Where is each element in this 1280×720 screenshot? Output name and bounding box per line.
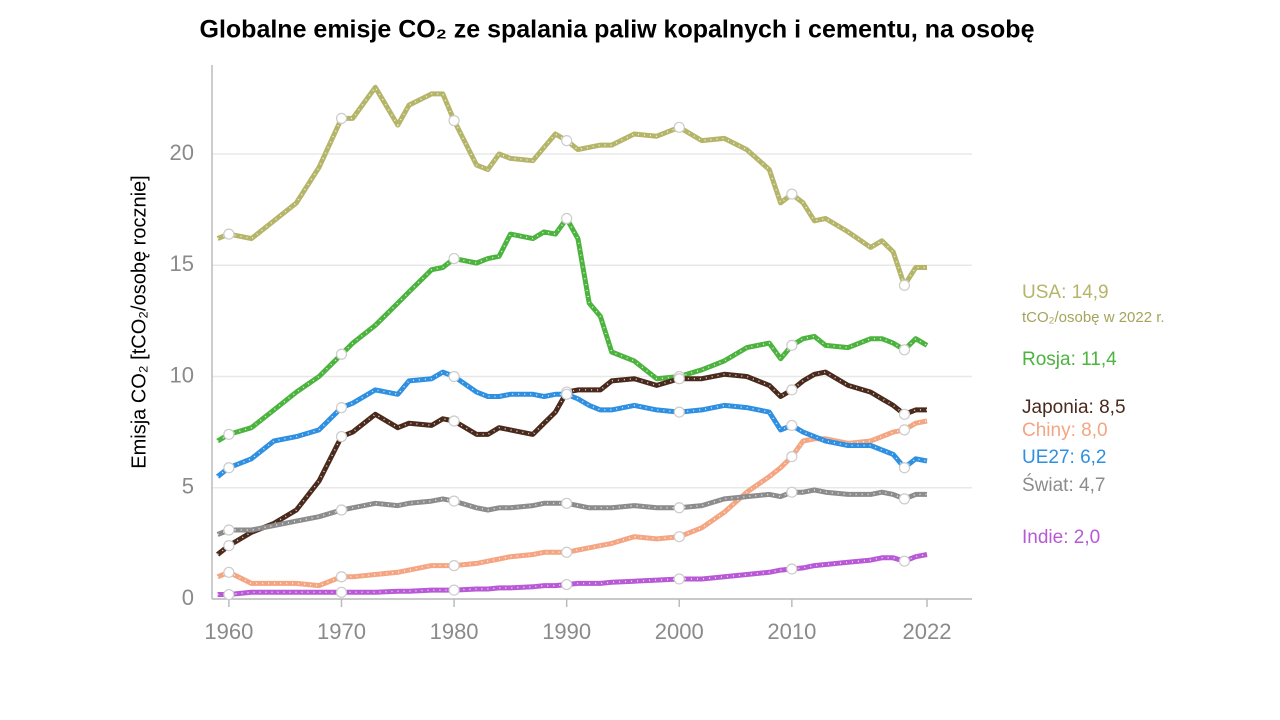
point-marker — [448, 560, 460, 572]
series-line — [216, 487, 927, 537]
point-marker — [561, 135, 573, 147]
point-marker — [786, 451, 798, 463]
point-marker — [448, 584, 460, 596]
point-marker — [223, 566, 235, 578]
series-line-dots — [217, 489, 927, 536]
x-tick-label: 1990 — [542, 619, 591, 644]
point-marker — [786, 419, 798, 432]
series-line — [216, 84, 927, 288]
chart-title: Globalne emisje CO₂ ze spalania paliw ko… — [200, 16, 1035, 44]
point-marker — [223, 228, 235, 240]
point-marker — [335, 348, 348, 360]
point-marker — [561, 497, 573, 509]
series-line — [216, 216, 929, 444]
y-tick-label: 0 — [182, 585, 194, 610]
point-marker — [898, 344, 911, 356]
series-line-dots — [217, 553, 928, 596]
point-marker — [223, 588, 235, 601]
y-tick-label: 10 — [170, 362, 194, 387]
series-line — [216, 369, 927, 557]
point-marker — [561, 388, 573, 400]
point-marker — [223, 539, 235, 552]
plot — [216, 84, 929, 601]
point-marker — [335, 402, 348, 414]
point-marker — [898, 408, 911, 420]
point-marker — [335, 430, 348, 443]
point-marker — [898, 279, 911, 291]
point-marker — [898, 555, 911, 567]
point-marker — [673, 121, 685, 133]
point-marker — [223, 524, 235, 536]
series-line-dots — [217, 371, 927, 556]
grid — [211, 65, 972, 607]
series-label: Japonia: 8,5 — [1022, 397, 1126, 418]
point-marker — [448, 115, 460, 127]
y-tick-label: 15 — [170, 251, 194, 276]
point-marker — [335, 504, 348, 516]
point-marker — [673, 406, 685, 418]
series-label: UE27: 6,2 — [1022, 447, 1107, 468]
point-marker — [786, 563, 798, 575]
point-marker — [335, 586, 348, 598]
point-marker — [448, 252, 460, 265]
y-tick-label: 20 — [170, 140, 194, 165]
point-marker — [561, 578, 573, 591]
series-line — [217, 552, 928, 597]
point-marker — [223, 428, 235, 440]
point-marker — [898, 462, 911, 474]
point-marker — [786, 339, 798, 351]
series-label: Świat: 4,7 — [1022, 474, 1105, 496]
unit-note: tCO₂/osobę w 2022 r. — [1022, 309, 1165, 326]
series-label: USA: 14,9 — [1022, 282, 1109, 303]
point-marker — [335, 112, 348, 125]
x-tick-label: 2022 — [902, 619, 951, 644]
point-marker — [561, 212, 573, 225]
x-tick-label: 1960 — [204, 619, 253, 644]
point-marker — [223, 462, 235, 474]
point-marker — [448, 495, 460, 507]
point-marker — [448, 415, 460, 427]
series-line-dots — [217, 85, 927, 288]
series-line-dots — [217, 217, 928, 442]
series-line — [216, 369, 928, 479]
y-axis-label: Emisja CO₂ [tCO₂/osobę rocznie] — [128, 175, 150, 468]
point-marker — [673, 573, 685, 585]
y-tick-label: 5 — [182, 474, 194, 499]
series-label: Indie: 2,0 — [1022, 527, 1100, 548]
point-marker — [673, 373, 685, 385]
point-marker — [786, 384, 798, 396]
x-tick-label: 2000 — [655, 619, 704, 644]
point-marker — [561, 546, 573, 558]
series-label: Chiny: 8,0 — [1022, 420, 1108, 441]
x-tick-label: 1970 — [317, 619, 366, 644]
point-marker — [673, 502, 685, 514]
point-marker — [898, 424, 911, 436]
series-line-dots — [217, 371, 928, 478]
point-marker — [898, 493, 911, 505]
point-marker — [673, 531, 685, 543]
series-label: Rosja: 11,4 — [1022, 349, 1117, 370]
x-tick-label: 2010 — [767, 619, 816, 644]
point-marker — [335, 571, 348, 583]
x-tick-label: 1980 — [430, 619, 479, 644]
point-marker — [786, 486, 798, 498]
point-marker — [448, 370, 460, 383]
point-marker — [786, 188, 798, 200]
